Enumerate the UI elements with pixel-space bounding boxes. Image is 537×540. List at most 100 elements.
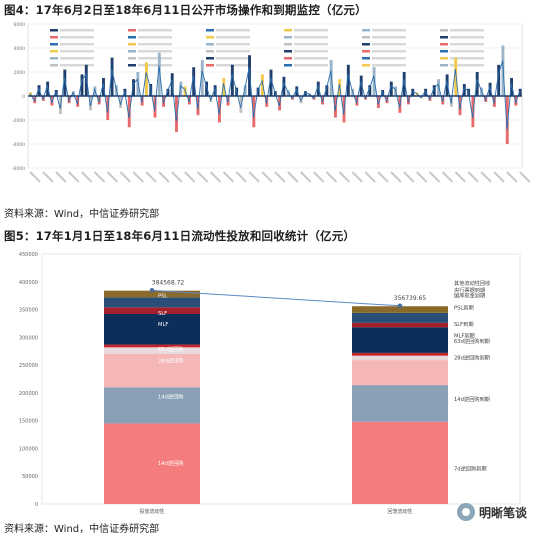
fig4-bar: [37, 85, 41, 96]
fig4-bar: [179, 81, 183, 96]
fig4-xtick-label: [171, 171, 183, 183]
fig4-legend-label: [372, 36, 406, 39]
fig4-legend-label: [60, 29, 94, 32]
fig4-bar: [205, 81, 209, 96]
fig5-segment-label: SLF到期: [454, 321, 474, 328]
fig4-xtick-label: [235, 171, 247, 183]
fig4-legend-label: [60, 36, 94, 39]
fig5-bar-segment: [104, 314, 200, 345]
fig4-legend-swatch: [50, 64, 58, 67]
fig4-legend-label: [138, 36, 172, 39]
fig4-title: 图4：17年6月2日至18年6月11日公开市场操作和到期监控（亿元）: [4, 3, 367, 17]
fig4-legend-label: [372, 50, 406, 53]
fig4-xtick-label: [428, 171, 441, 183]
fig4-bar: [157, 52, 161, 96]
fig4-xtick-label: [287, 171, 299, 183]
fig5-segment-label: SLF: [158, 311, 167, 317]
fig4-legend-swatch: [128, 43, 136, 46]
fig4-legend-label: [216, 57, 250, 60]
fig4-xtick-label: [377, 171, 389, 183]
fig4-legend-swatch: [128, 64, 136, 67]
fig5-bar-segment: [352, 312, 448, 323]
fig4-bar: [376, 96, 380, 108]
fig5-total-line: [151, 289, 401, 307]
fig4-xtick-label: [467, 171, 479, 183]
fig4-legend-swatch: [362, 64, 370, 67]
fig5-bar-segment: [104, 387, 200, 424]
fig4-legend-label: [138, 64, 172, 67]
fig5-bar-segment: [352, 385, 448, 422]
fig4-bar: [432, 85, 436, 96]
fig4-xtick-label: [454, 171, 467, 183]
fig4-bar: [222, 78, 226, 96]
fig4-source: 资料来源：Wind，中信证券研究部: [4, 209, 160, 220]
fig4-legend-swatch: [206, 36, 214, 39]
fig5-total-point: [397, 303, 403, 309]
fig4-bar: [325, 85, 329, 96]
fig4-legend-swatch: [50, 50, 58, 53]
fig4-bar: [505, 96, 509, 144]
fig5-total-point: [149, 288, 155, 293]
fig4-legend-label: [450, 36, 484, 39]
fig4-ytick-label: 0: [22, 94, 25, 100]
fig4-bar: [445, 74, 449, 96]
fig5-title: 图5：17年1月1日至18年6月11日流动性投放和回收统计（亿元）: [4, 229, 356, 243]
fig4-bar: [411, 88, 415, 96]
fig5-ytick-label: 50000: [22, 474, 38, 480]
fig4-legend-swatch: [206, 50, 214, 53]
fig4-bar: [389, 81, 393, 96]
fig4-legend-swatch: [284, 50, 292, 53]
fig5-bar-segment: [104, 297, 200, 308]
fig4-bar: [454, 57, 458, 96]
fig4-legend-label: [294, 36, 328, 39]
fig4-legend-swatch: [50, 36, 58, 39]
fig4-legend-label: [450, 64, 484, 67]
fig4-bar: [63, 69, 67, 96]
fig5-category-label: 投放流动性: [139, 508, 164, 515]
fig5-segment-label: 7d逆回购到期: [454, 465, 487, 473]
watermark-text: 明晰笔谈: [478, 505, 527, 520]
fig4-legend-swatch: [362, 57, 370, 60]
fig5-plot-area: [41, 253, 521, 505]
fig4-legend-swatch: [50, 57, 58, 60]
fig4-xtick-label: [493, 171, 505, 183]
fig4-bar: [144, 62, 148, 96]
fig4-xtick-label: [184, 171, 196, 183]
fig5-bar-segment: [352, 360, 448, 386]
fig4-bar: [80, 74, 84, 96]
fig5-bar-segment: [104, 354, 200, 388]
fig4-xtick-label: [93, 171, 106, 183]
fig5-segment-label: 国库现金到期: [454, 291, 485, 299]
fig4-bar: [359, 75, 363, 96]
fig4-legend-swatch: [128, 50, 136, 53]
fig4-legend-swatch: [440, 43, 448, 46]
fig5-bar-segment: [104, 290, 200, 298]
fig4-bar: [260, 74, 264, 96]
fig4-legend-swatch: [128, 29, 136, 32]
fig4-chart: 6000 4000 2000 0 -2000 -4000 -6000: [12, 22, 531, 183]
fig4-ytick-label: -6000: [12, 166, 25, 172]
fig4-xtick-label: [209, 171, 222, 183]
fig4-bar: [119, 96, 123, 108]
fig4-legend-swatch: [362, 50, 370, 53]
fig4-bar: [230, 64, 234, 96]
fig4-legend-label: [450, 50, 484, 53]
fig4-legend-label: [294, 50, 328, 53]
fig5-bar-segment: [104, 344, 200, 348]
fig4-legend-swatch: [50, 43, 58, 46]
fig4-legend-swatch: [362, 29, 370, 32]
fig4-xtick-label: [506, 171, 518, 183]
fig4-legend-swatch: [440, 64, 448, 67]
wechat-logo-icon: [456, 503, 475, 521]
fig4-ytick-label: -4000: [12, 142, 25, 148]
fig4-bar: [462, 84, 466, 96]
fig4-legend-swatch: [50, 29, 58, 32]
fig4-xtick-label: [300, 171, 312, 183]
fig4-legend-swatch: [206, 64, 214, 67]
fig5-ytick-label: 200000: [19, 391, 38, 397]
fig4-xtick-label: [274, 171, 286, 183]
fig4-legend-label: [60, 50, 94, 53]
fig4-xtick-label: [403, 171, 415, 183]
fig4-bar: [368, 85, 372, 96]
fig4-legend-label: [450, 29, 484, 32]
